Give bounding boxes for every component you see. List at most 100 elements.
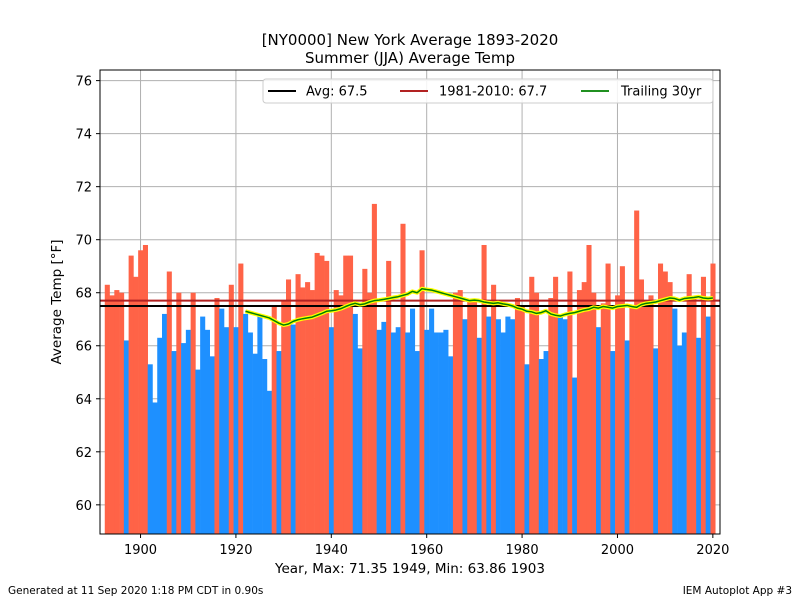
- bar-1931: [286, 279, 292, 534]
- bar-1921: [238, 263, 244, 534]
- bar-1922: [243, 313, 249, 534]
- bar-1950: [376, 329, 382, 534]
- bar-1967: [457, 290, 463, 534]
- bar-1994: [586, 244, 592, 535]
- bar-1952: [386, 260, 392, 534]
- bar-2020: [710, 263, 716, 534]
- bar-1963: [438, 332, 444, 534]
- bar-1900: [138, 250, 144, 535]
- bar-1941: [333, 290, 339, 534]
- bar-1918: [224, 327, 230, 534]
- bar-1984: [538, 359, 544, 534]
- bar-2001: [619, 266, 625, 534]
- bar-2019: [705, 316, 711, 534]
- x-tick-label: 1960: [410, 543, 443, 558]
- bar-1912: [195, 369, 201, 534]
- bar-1948: [367, 292, 373, 534]
- bar-1958: [414, 351, 420, 534]
- legend-box: [262, 78, 714, 104]
- bar-1925: [257, 316, 263, 534]
- bar-2016: [691, 298, 697, 534]
- y-tick-label: 74: [75, 128, 92, 143]
- bar-2010: [662, 271, 668, 534]
- bar-1902: [147, 364, 153, 534]
- bar-1949: [371, 203, 377, 534]
- y-tick-label: 64: [75, 393, 92, 408]
- reference-lines: [100, 286, 720, 328]
- bar-1973: [486, 316, 492, 534]
- bar-1955: [400, 223, 406, 534]
- bar-2012: [672, 308, 678, 534]
- bar-1959: [419, 250, 425, 535]
- bar-1979: [514, 298, 520, 534]
- bar-1986: [548, 298, 554, 534]
- trailing-line: [245, 287, 713, 326]
- bar-1953: [390, 332, 396, 534]
- bar-1899: [133, 276, 139, 534]
- bar-2002: [624, 340, 630, 534]
- bar-1996: [596, 327, 602, 534]
- x-tick-label: 1900: [124, 543, 157, 558]
- bar-1992: [576, 290, 582, 534]
- y-tick-label: 72: [75, 181, 92, 196]
- bar-1910: [185, 329, 191, 534]
- bar-1969: [467, 300, 473, 534]
- bar-1982: [529, 276, 535, 534]
- bar-1917: [219, 308, 225, 534]
- app-label: IEM Autoplot App #3: [682, 585, 792, 597]
- bar-1990: [567, 271, 573, 534]
- bar-1946: [357, 348, 363, 534]
- bar-1962: [433, 332, 439, 534]
- bar-1904: [157, 337, 163, 534]
- bar-1930: [281, 300, 287, 534]
- bar-1938: [319, 255, 325, 534]
- bar-1926: [262, 359, 268, 534]
- legend-average-label: Avg: 67.5: [306, 85, 368, 100]
- plot-frame: [99, 69, 721, 535]
- bar-1980: [519, 305, 525, 534]
- x-tick-label: 2020: [696, 543, 729, 558]
- bar-1907: [171, 351, 177, 534]
- bar-2007: [648, 295, 654, 534]
- bar-1974: [491, 284, 497, 534]
- bar-1985: [543, 351, 549, 534]
- bar-1933: [295, 274, 301, 534]
- bar-1972: [481, 244, 487, 535]
- bar-1954: [395, 327, 401, 534]
- x-tick-label: 2000: [601, 543, 634, 558]
- bar-1903: [152, 402, 158, 534]
- bar-1961: [429, 308, 435, 534]
- bar-1924: [252, 353, 258, 534]
- bar-1993: [581, 282, 587, 534]
- bar-1977: [505, 316, 511, 534]
- bar-1929: [276, 351, 282, 534]
- bar-1894: [109, 295, 115, 534]
- bar-1915: [209, 356, 215, 534]
- y-tick-label: 66: [75, 340, 92, 355]
- bar-1968: [462, 319, 468, 534]
- legend-trailing-label: Trailing 30yr: [620, 85, 702, 100]
- x-tick-label: 1980: [506, 543, 539, 558]
- legend-normal-label: 1981-2010: 67.7: [439, 85, 547, 100]
- bar-1983: [534, 292, 540, 534]
- bar-1997: [600, 303, 606, 534]
- bar-1989: [562, 319, 568, 534]
- bar-1981: [524, 364, 530, 534]
- bar-2018: [700, 276, 706, 534]
- bar-1923: [247, 332, 253, 534]
- generated-timestamp: Generated at 11 Sep 2020 1:18 PM CDT in …: [8, 585, 264, 597]
- bar-1956: [405, 332, 411, 534]
- bar-1905: [162, 313, 168, 534]
- bar-2004: [634, 210, 640, 534]
- bar-1976: [500, 332, 506, 534]
- bar-1947: [362, 268, 368, 534]
- bar-1934: [300, 287, 306, 534]
- bar-1945: [352, 313, 358, 534]
- bar-1978: [510, 319, 516, 534]
- bar-1942: [338, 295, 344, 534]
- bar-1951: [381, 321, 387, 534]
- bar-1939: [324, 260, 330, 534]
- bars: [104, 203, 716, 535]
- bar-1943: [343, 255, 349, 534]
